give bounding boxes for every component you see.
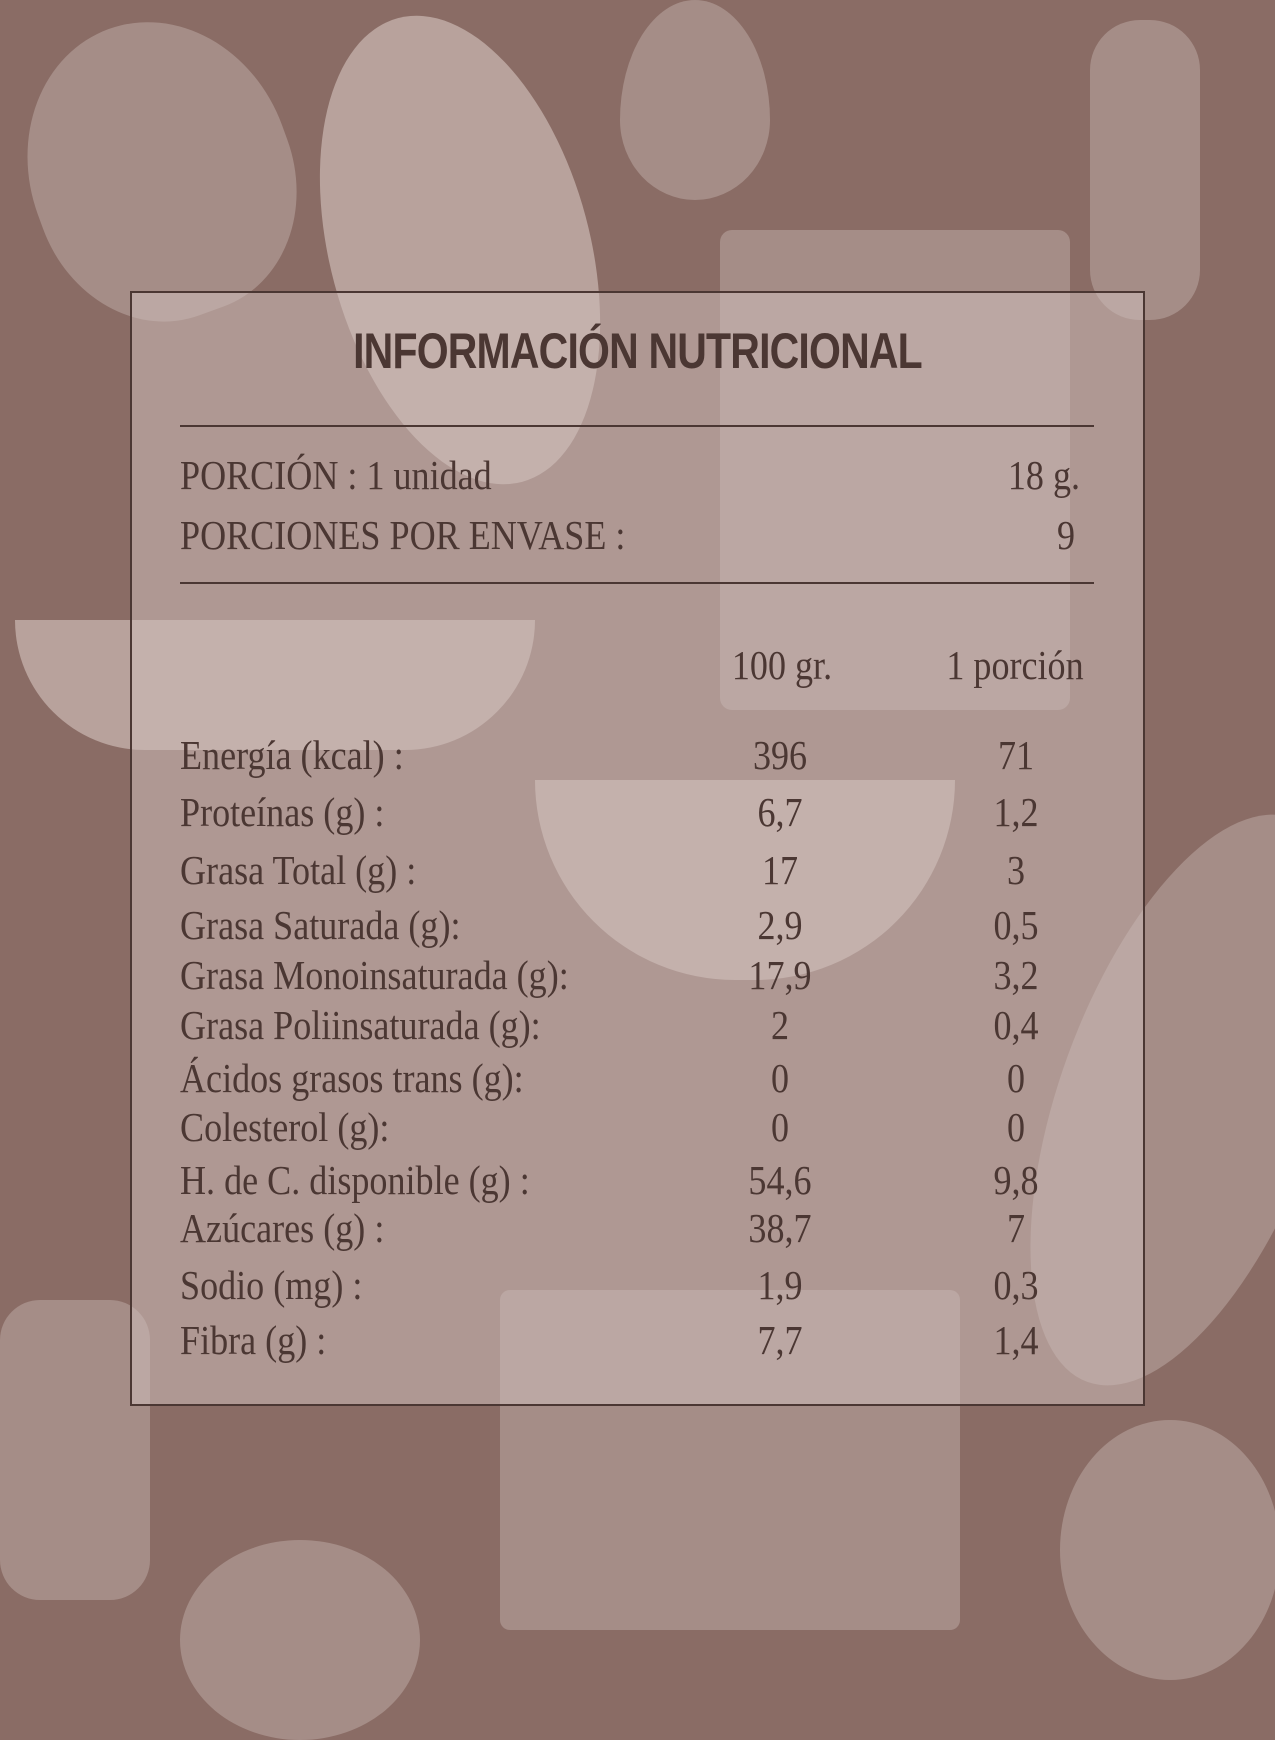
almond-illustration bbox=[620, 0, 770, 200]
value-per-100g: 7,7 bbox=[757, 1317, 803, 1363]
value-per-portion: 0 bbox=[1006, 1104, 1026, 1150]
nutrient-label: Grasa Poliinsaturada (g): bbox=[180, 1002, 541, 1048]
value-per-portion: 0,3 bbox=[993, 1262, 1039, 1308]
divider-top bbox=[180, 425, 1094, 427]
serving-value: 18 g. bbox=[1007, 452, 1080, 498]
heart-bottom-illustration bbox=[1060, 1420, 1275, 1680]
nutrient-label: Grasa Total (g) : bbox=[180, 847, 417, 893]
value-per-100g: 0 bbox=[770, 1104, 790, 1150]
nutrient-label: Grasa Saturada (g): bbox=[180, 902, 461, 948]
value-per-100g: 54,6 bbox=[748, 1157, 812, 1203]
value-per-100g: 396 bbox=[752, 732, 808, 778]
value-per-portion: 1,4 bbox=[993, 1317, 1039, 1363]
value-per-portion: 3 bbox=[1006, 847, 1026, 893]
nutrient-label: Proteínas (g) : bbox=[180, 789, 385, 835]
servings-per-container-label: PORCIONES POR ENVASE : bbox=[180, 512, 626, 558]
divider-bottom bbox=[180, 582, 1094, 584]
column-header-portion: 1 porción bbox=[946, 642, 1084, 688]
column-header-100g: 100 gr. bbox=[731, 642, 833, 688]
value-per-portion: 0,4 bbox=[993, 1002, 1039, 1048]
value-per-100g: 2 bbox=[770, 1002, 790, 1048]
value-per-portion: 9,8 bbox=[993, 1157, 1039, 1203]
value-per-100g: 6,7 bbox=[757, 789, 803, 835]
servings-per-container-value: 9 bbox=[1056, 512, 1075, 558]
value-per-portion: 0,5 bbox=[993, 902, 1039, 948]
nutrient-label: Colesterol (g): bbox=[180, 1104, 390, 1150]
value-per-portion: 7 bbox=[1006, 1205, 1026, 1251]
value-per-100g: 2,9 bbox=[757, 902, 803, 948]
nutrient-label: Energía (kcal) : bbox=[180, 732, 404, 778]
value-per-100g: 1,9 bbox=[757, 1262, 803, 1308]
nutrition-panel bbox=[130, 291, 1145, 1406]
panel-title: INFORMACIÓN NUTRICIONAL bbox=[353, 323, 923, 379]
value-per-100g: 38,7 bbox=[748, 1205, 812, 1251]
nutrient-label: Azúcares (g) : bbox=[180, 1205, 385, 1251]
value-per-portion: 71 bbox=[997, 732, 1035, 778]
value-per-100g: 17 bbox=[761, 847, 799, 893]
value-per-portion: 0 bbox=[1006, 1055, 1026, 1101]
nut-bottom-illustration bbox=[180, 1540, 420, 1740]
serving-label: PORCIÓN : 1 unidad bbox=[180, 452, 492, 498]
spatula-illustration bbox=[1090, 20, 1200, 320]
value-per-100g: 17,9 bbox=[748, 952, 812, 998]
nutrient-label: Grasa Monoinsaturada (g): bbox=[180, 952, 569, 998]
value-per-portion: 3,2 bbox=[993, 952, 1039, 998]
nutrient-label: H. de C. disponible (g) : bbox=[180, 1157, 530, 1203]
nutrient-label: Fibra (g) : bbox=[180, 1317, 327, 1363]
spoon-illustration bbox=[0, 1300, 150, 1600]
nutrient-label: Sodio (mg) : bbox=[180, 1262, 363, 1308]
value-per-portion: 1,2 bbox=[993, 789, 1039, 835]
value-per-100g: 0 bbox=[770, 1055, 790, 1101]
nutrient-label: Ácidos grasos trans (g): bbox=[180, 1055, 524, 1101]
